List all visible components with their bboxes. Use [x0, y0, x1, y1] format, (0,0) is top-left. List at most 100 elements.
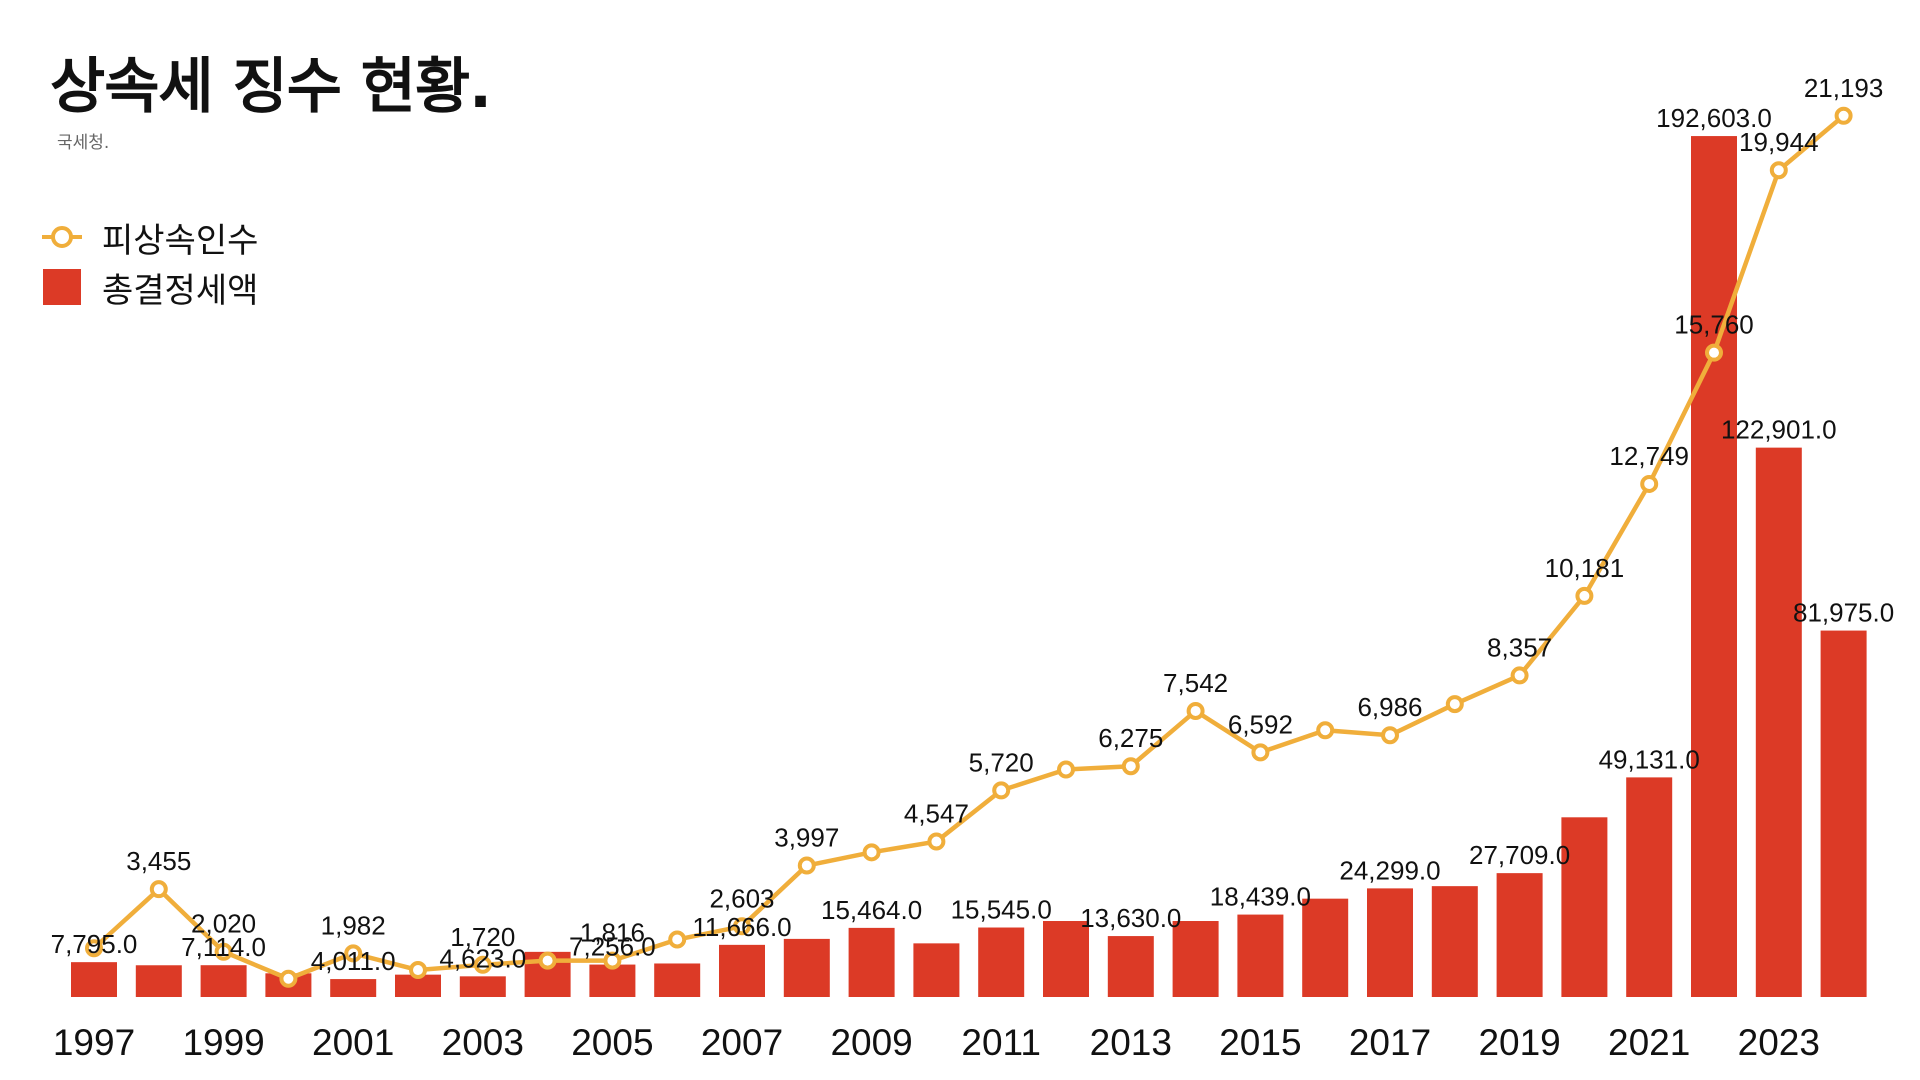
- line-value-label: 12,749: [1609, 441, 1689, 471]
- line-value-label: 3,455: [126, 846, 191, 876]
- bar-2019: [1496, 873, 1543, 997]
- line-point-2013: [1121, 757, 1140, 776]
- line-point-2016: [1316, 721, 1335, 740]
- line-series-path: [92, 114, 1846, 982]
- x-tick-label: 2015: [1219, 1022, 1301, 1063]
- line-value-label: 7,542: [1163, 668, 1228, 698]
- line-point-2019: [1510, 666, 1529, 685]
- line-value-label: 1,816: [580, 918, 645, 948]
- line-point-2011: [992, 781, 1011, 800]
- line-value-label: 8,357: [1487, 632, 1552, 662]
- x-tick-label: 2021: [1608, 1022, 1690, 1063]
- x-tick-label: 2001: [312, 1022, 394, 1063]
- bar-2018: [1431, 886, 1478, 997]
- line-point-2004: [538, 951, 557, 970]
- line-point-1999: [214, 942, 233, 961]
- bar-2010: [913, 943, 960, 997]
- x-tick-label: 2019: [1478, 1022, 1560, 1063]
- line-point-2017: [1381, 726, 1399, 745]
- bar-value-label: 81,975.0: [1793, 598, 1894, 628]
- bar-1998: [135, 965, 182, 997]
- line-value-label: 1,982: [321, 910, 386, 940]
- bar-value-label: 7,114.0: [181, 932, 266, 962]
- chart-source: 국세청.: [57, 133, 110, 153]
- line-point-1998: [149, 880, 168, 899]
- bar-swatch-icon: [42, 267, 82, 307]
- legend-label-bar: 총결정세액: [102, 270, 259, 311]
- x-tick-label: 2005: [571, 1022, 653, 1063]
- line-point-2007: [733, 917, 751, 936]
- bar-2002: [395, 974, 441, 997]
- bar-value-label: 7,795.0: [51, 929, 138, 959]
- bar-2024: [1820, 630, 1867, 997]
- x-tick-label: 2023: [1738, 1022, 1820, 1063]
- line-point-2010: [927, 832, 946, 851]
- bar-value-label: 13,630.0: [1080, 903, 1181, 933]
- line-point-2000: [279, 969, 298, 988]
- bar-2012: [1043, 921, 1089, 997]
- bar-2006: [654, 963, 701, 997]
- bar-1997: [71, 962, 117, 997]
- bar-2023: [1755, 447, 1802, 997]
- bar-value-label: 4,011.0: [311, 946, 396, 976]
- bar-2021: [1626, 777, 1673, 997]
- bar-2020: [1561, 817, 1608, 997]
- legend-label-line: 피상속인수: [102, 220, 259, 261]
- bar-2011: [978, 927, 1025, 997]
- bar-value-label: 192,603.0: [1656, 103, 1772, 133]
- bar-value-label: 15,464.0: [821, 895, 922, 925]
- line-point-2022: [1705, 343, 1723, 362]
- line-point-2006: [668, 930, 687, 949]
- bar-2005: [589, 964, 636, 997]
- x-tick-label: 2013: [1090, 1022, 1172, 1063]
- line-point-2020: [1575, 586, 1594, 605]
- x-tick-label: 2007: [701, 1022, 783, 1063]
- line-point-2002: [409, 961, 427, 980]
- bar-2017: [1367, 888, 1413, 997]
- line-value-label: 2,020: [191, 909, 256, 939]
- line-point-2001: [344, 944, 363, 963]
- bar-value-label: 7,256.0: [569, 932, 656, 962]
- line-point-2005: [603, 951, 622, 970]
- bar-1999: [200, 965, 247, 997]
- line-point-2003: [473, 955, 492, 974]
- line-value-label: 2,603: [709, 883, 774, 913]
- line-value-label: 1,720: [450, 922, 515, 952]
- line-point-2009: [862, 843, 881, 862]
- line-value-label: 19,944: [1739, 127, 1819, 157]
- bar-2013: [1107, 936, 1154, 997]
- bar-value-label: 122,901.0: [1721, 415, 1837, 445]
- line-point-2008: [797, 856, 816, 875]
- x-tick-label: 1999: [182, 1022, 264, 1063]
- line-value-label: 10,181: [1545, 553, 1625, 583]
- line-value-label: 15,760: [1674, 310, 1754, 340]
- bar-value-label: 18,439.0: [1210, 882, 1311, 912]
- bar-2014: [1172, 921, 1219, 997]
- bar-value-label: 15,545.0: [951, 895, 1052, 925]
- x-tick-label: 2011: [961, 1022, 1041, 1063]
- line-value-label: 6,986: [1357, 692, 1422, 722]
- bar-value-label: 4,623.0: [439, 943, 526, 973]
- line-point-2024: [1834, 106, 1853, 125]
- line-point-2018: [1445, 695, 1464, 714]
- x-tick-label: 2017: [1349, 1022, 1431, 1063]
- line-value-label: 6,275: [1098, 723, 1163, 753]
- bar-value-label: 49,131.0: [1599, 744, 1700, 774]
- bar-2022: [1691, 136, 1737, 998]
- line-value-label: 6,592: [1228, 709, 1293, 739]
- x-tick-label: 2009: [830, 1022, 912, 1063]
- bar-2016: [1302, 898, 1349, 997]
- bar-value-label: 11,666.0: [692, 912, 791, 942]
- line-value-label: 4,547: [904, 799, 969, 829]
- bar-2003: [459, 976, 506, 997]
- bar-2015: [1237, 914, 1284, 997]
- line-point-2023: [1769, 161, 1788, 180]
- legend-item-line: 피상속인수: [42, 212, 258, 262]
- chart-title: 상속세 징수 현황.: [50, 52, 492, 122]
- bar-value-label: 24,299.0: [1339, 855, 1440, 885]
- bar-2001: [330, 979, 377, 997]
- line-value-label: 3,997: [774, 823, 839, 853]
- legend-item-bar: 총결정세액: [42, 262, 258, 312]
- x-tick-label: 2003: [442, 1022, 524, 1063]
- bar-2008: [783, 938, 830, 997]
